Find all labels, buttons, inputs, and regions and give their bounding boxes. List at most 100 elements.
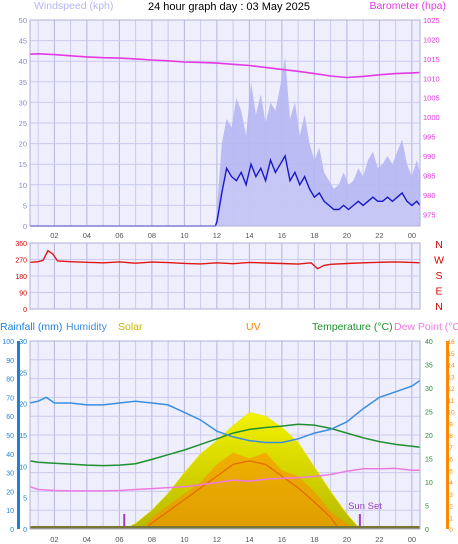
temp-tick-label: 30 (425, 386, 433, 393)
pct-tick-label: 0 (10, 527, 14, 534)
humidity-line (29, 379, 421, 444)
x-tick-label: 20 (343, 231, 351, 240)
x-tick-label: 16 (278, 231, 286, 240)
gust-area (30, 57, 420, 226)
pct-tick-label: 20 (6, 489, 14, 496)
x-tick-label: 18 (310, 535, 318, 544)
pct-tick-label: 10 (6, 508, 14, 515)
x-tick-label: 00 (408, 231, 416, 240)
uv-tick-label: 0 (449, 527, 453, 534)
right-axis-title: Barometer (hpa) (370, 0, 446, 12)
x-tick-label: 22 (375, 535, 383, 544)
x-tick-label: 10 (180, 535, 188, 544)
rain-tick-label: 5 (23, 496, 27, 503)
pct-tick-label: 80 (6, 377, 14, 384)
left-tick-label: 45 (19, 37, 27, 46)
uv-tick-label: 4 (449, 480, 453, 487)
x-tick-label: 14 (245, 535, 253, 544)
windspeed-line (30, 154, 421, 227)
x-tick-label: 02 (50, 231, 58, 240)
x-tick-label: 00 (408, 535, 416, 544)
panel-border (29, 242, 421, 310)
right-tick-label: 1020 (423, 35, 440, 44)
winddir-tick-label: 180 (15, 274, 27, 281)
left-tick-label: 35 (19, 78, 27, 87)
rain-baseline (30, 526, 420, 529)
uv-tick-label: 1 (449, 515, 453, 522)
sun-event-marker (123, 514, 126, 529)
legend-uv: UV (246, 321, 261, 333)
uv-tick-label: 9 (449, 421, 453, 428)
x-tick-label: 06 (115, 535, 123, 544)
x-tick-label: 08 (148, 535, 156, 544)
right-tick-label: 1005 (423, 94, 440, 103)
uv-tick-label: 5 (449, 468, 453, 475)
pct-tick-label: 60 (6, 414, 14, 421)
left-tick-label: 20 (19, 140, 27, 149)
rain-axis-bar (17, 341, 20, 529)
x-tick-label: 22 (375, 231, 383, 240)
uv-tick-label: 6 (449, 457, 453, 464)
winddir-tick-label: 360 (15, 241, 27, 248)
x-tick-label: 06 (115, 231, 123, 240)
temp-tick-label: 25 (425, 410, 433, 417)
temp-tick-label: 40 (425, 339, 433, 346)
x-tick-label: 12 (213, 231, 221, 240)
pct-tick-label: 90 (6, 358, 14, 365)
left-tick-label: 10 (19, 181, 27, 190)
legend-temperature: Temperature (°C) (312, 321, 393, 333)
right-tick-label: 1025 (423, 16, 440, 25)
temp-tick-label: 20 (425, 433, 433, 440)
temp-tick-label: 5 (425, 504, 429, 511)
rain-tick-label: 0 (23, 527, 27, 534)
uv-tick-label: 13 (447, 374, 455, 381)
uv-tick-label: 2 (449, 504, 453, 511)
x-tick-label: 18 (310, 231, 318, 240)
rain-tick-label: 10 (19, 464, 27, 471)
sunset-annotation: Sun Set (348, 501, 382, 512)
legend-solar: Solar (118, 321, 143, 333)
uv-line (143, 460, 340, 530)
pct-tick-label: 70 (6, 395, 14, 402)
winddir-tick-label: 0 (23, 307, 27, 314)
windspeed-area (30, 156, 420, 226)
temperature-line (29, 423, 421, 467)
panel-border (29, 340, 421, 530)
uv-tick-label: 10 (447, 410, 455, 417)
uv-tick-label: 16 (447, 339, 455, 346)
compass-label: N (435, 301, 443, 313)
temp-tick-label: 15 (425, 457, 433, 464)
rain-tick-label: 15 (19, 433, 27, 440)
left-tick-label: 0 (23, 222, 27, 231)
right-tick-label: 975 (423, 210, 436, 219)
uv-tick-label: 7 (449, 445, 453, 452)
compass-label: N (435, 239, 443, 251)
legend-humidity: Humidity (66, 321, 108, 333)
legend-rainfall: Rainfall (mm) (0, 321, 62, 333)
legend-dewpoint: Dew Point (°C) (394, 321, 458, 333)
left-tick-label: 40 (19, 57, 27, 66)
x-tick-label: 08 (148, 231, 156, 240)
x-tick-label: 10 (180, 231, 188, 240)
x-tick-label: 16 (278, 535, 286, 544)
right-tick-label: 1015 (423, 55, 440, 64)
x-tick-label: 14 (245, 231, 253, 240)
uv-axis-bar (446, 341, 449, 529)
uv-tick-label: 12 (447, 386, 455, 393)
sun-event-marker (358, 514, 361, 529)
barometer-line (29, 52, 421, 79)
left-tick-label: 25 (19, 119, 27, 128)
temp-tick-label: 35 (425, 363, 433, 370)
dewpoint-line (29, 467, 420, 492)
x-tick-label: 12 (213, 535, 221, 544)
rain-tick-label: 25 (19, 370, 27, 377)
uv-tick-label: 3 (449, 492, 453, 499)
uv-tick-label: 11 (448, 398, 455, 405)
x-tick-label: 20 (343, 535, 351, 544)
right-tick-label: 1000 (423, 113, 440, 122)
left-tick-label: 5 (23, 201, 27, 210)
uv-tick-label: 8 (449, 433, 453, 440)
x-tick-label: 04 (83, 535, 91, 544)
